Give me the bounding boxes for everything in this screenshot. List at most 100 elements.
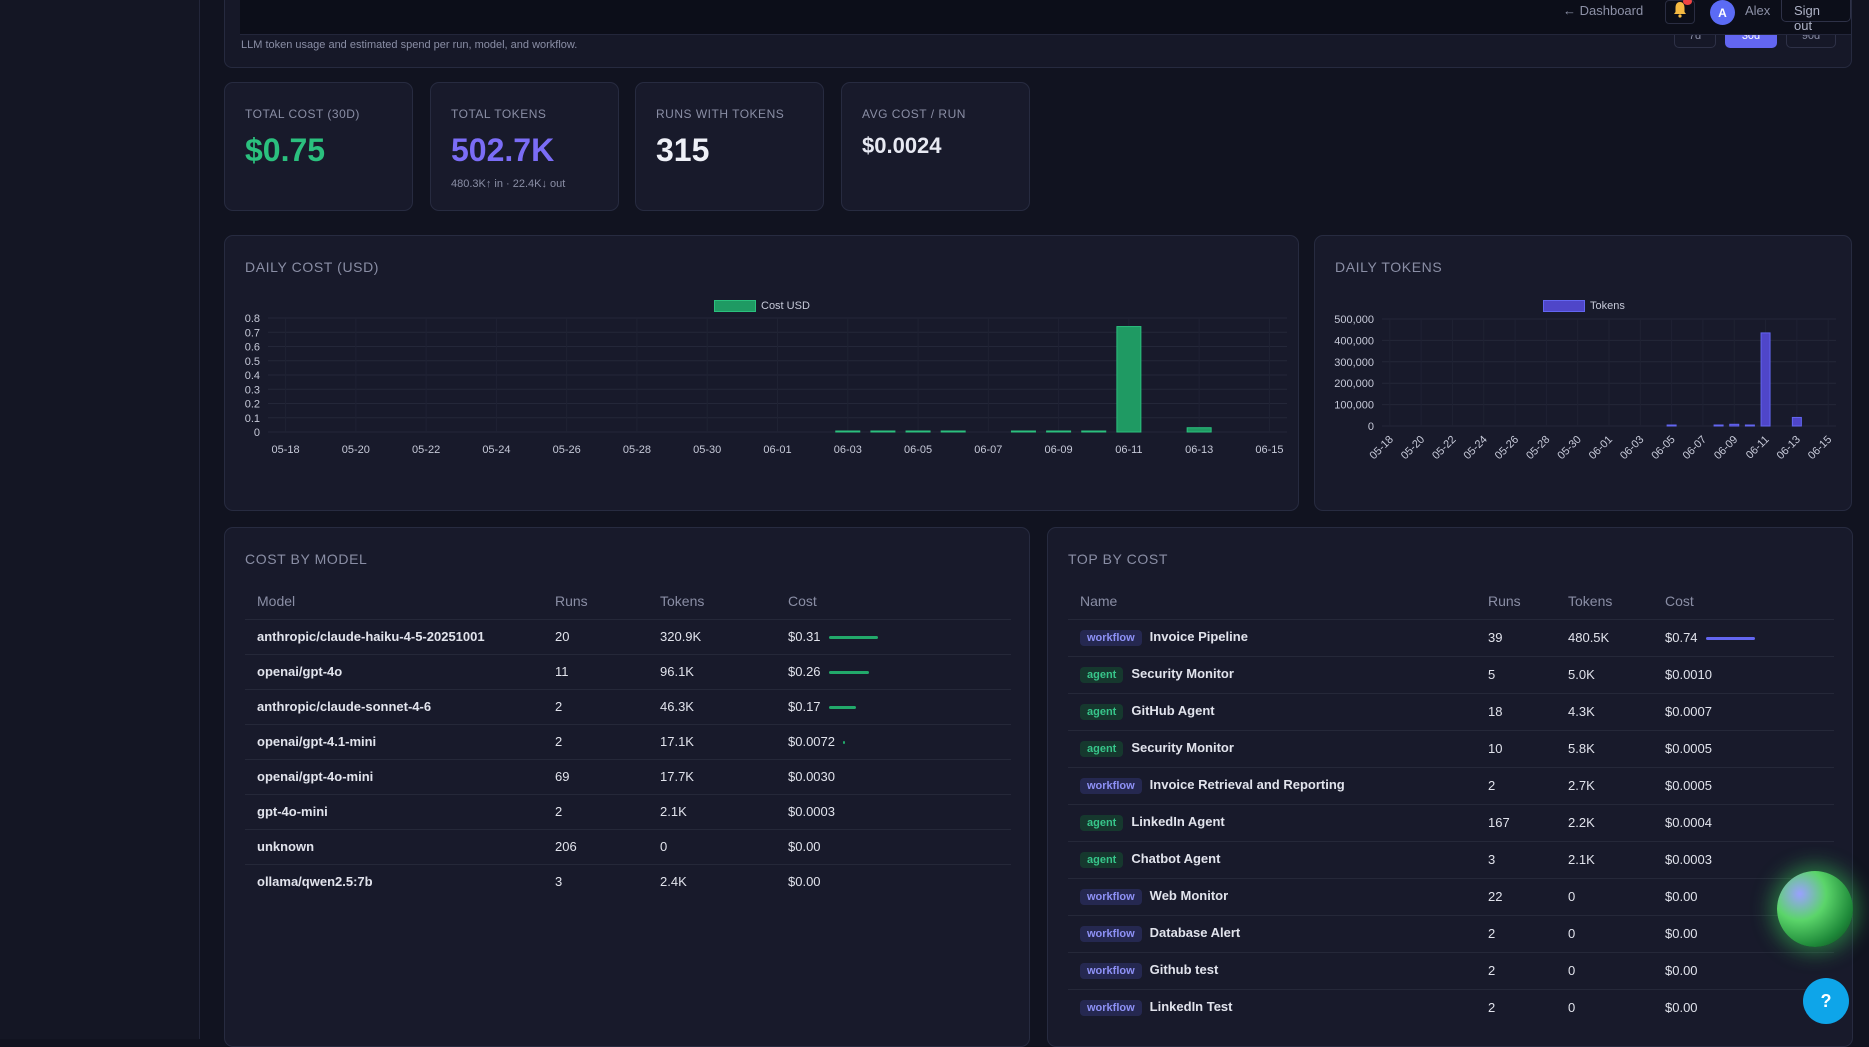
cost-value: $0.31 <box>788 629 821 644</box>
stat-label: TOTAL TOKENS <box>451 107 547 121</box>
table-row[interactable]: ollama/qwen2.5:7b 3 2.4K $0.00 <box>245 863 1011 899</box>
table-row[interactable]: anthropic/claude-haiku-4-5-20251001 20 320… <box>245 618 1011 654</box>
runs-cell: 2 <box>1488 766 1568 804</box>
table-row[interactable]: agent Security Monitor 5 5.0K $0.0010 <box>1068 655 1834 693</box>
runs-cell: 39 <box>1488 618 1568 656</box>
col-header-tokens[interactable]: Tokens <box>1568 593 1613 610</box>
model-name: gpt-4o-mini <box>245 793 555 829</box>
model-name: openai/gpt-4.1-mini <box>245 723 555 759</box>
x-tick-label: 05-20 <box>342 444 370 456</box>
cost-value: $0.00 <box>1665 963 1698 978</box>
table-row[interactable]: agent Security Monitor 10 5.8K $0.0005 <box>1068 729 1834 767</box>
name-cell: agent Chatbot Agent <box>1068 840 1488 878</box>
runs-cell: 2 <box>555 723 660 759</box>
cost-value: $0.00 <box>788 874 821 890</box>
cost-cell: $0.0004 <box>1665 803 1834 841</box>
assistant-orb[interactable] <box>1777 871 1853 947</box>
table-row[interactable]: openai/gpt-4o 11 96.1K $0.26 <box>245 653 1011 689</box>
name-cell: agent Security Monitor <box>1068 655 1488 693</box>
col-header-runs[interactable]: Runs <box>1488 593 1521 610</box>
col-header-cost[interactable]: Cost <box>1665 593 1694 610</box>
avatar[interactable]: A <box>1710 0 1735 25</box>
item-name[interactable]: Security Monitor <box>1131 666 1234 682</box>
table-row[interactable]: gpt-4o-mini 2 2.1K $0.0003 <box>245 793 1011 829</box>
table-row[interactable]: unknown 206 0 $0.00 <box>245 828 1011 864</box>
table-row[interactable]: workflow LinkedIn Test 2 0 $0.00 <box>1068 988 1834 1026</box>
cost-value: $0.17 <box>788 699 821 714</box>
table-row[interactable]: workflow Web Monitor 22 0 $0.00 <box>1068 877 1834 915</box>
table-row[interactable]: agent Chatbot Agent 3 2.1K $0.0003 <box>1068 840 1834 878</box>
name-cell: workflow Github test <box>1068 951 1488 989</box>
stat-subtext: 480.3K↑ in · 22.4K↓ out <box>451 178 566 190</box>
item-name[interactable]: Invoice Pipeline <box>1149 629 1248 645</box>
daily-tokens-panel: DAILY TOKENS Tokens 500,000 400,000 300,00… <box>1314 235 1852 511</box>
table-row[interactable]: workflow Invoice Retrieval and Reporting 2… <box>1068 766 1834 804</box>
item-name[interactable]: GitHub Agent <box>1131 703 1215 719</box>
help-button[interactable]: ? <box>1803 978 1849 1024</box>
tokens-cell: 0 <box>660 828 788 864</box>
table-row[interactable]: workflow Github test 2 0 $0.00 <box>1068 951 1834 989</box>
workflow-tag: workflow <box>1080 1000 1142 1017</box>
cost-cell: $0.0003 <box>788 793 1011 829</box>
cost-share-bar <box>828 671 870 675</box>
item-name[interactable]: Invoice Retrieval and Reporting <box>1149 777 1345 793</box>
cost-share-bar <box>828 636 878 640</box>
tokens-cell: 4.3K <box>1568 692 1665 730</box>
tokens-cell: 2.1K <box>660 793 788 829</box>
y-tick-label: 0.4 <box>245 370 260 382</box>
sidebar <box>0 0 200 1039</box>
stat-label: RUNS WITH TOKENS <box>656 107 785 121</box>
daily-cost-legend[interactable]: Cost USD <box>714 300 810 312</box>
y-tick-label: 0 <box>1368 421 1374 433</box>
col-header-runs[interactable]: Runs <box>555 593 588 610</box>
sign-out-button[interactable]: Sign out <box>1781 0 1851 33</box>
x-tick-label: 05-22 <box>412 444 440 456</box>
table-row[interactable]: agent LinkedIn Agent 167 2.2K $0.0004 <box>1068 803 1834 841</box>
x-tick-label: 05-26 <box>553 444 581 456</box>
tokens-cell: 46.3K <box>660 688 788 724</box>
bar-06-11 <box>1760 332 1771 427</box>
back-to-dashboard-link[interactable]: ← Dashboard <box>1563 3 1644 18</box>
item-name[interactable]: Web Monitor <box>1149 888 1229 904</box>
cost-value: $0.0010 <box>1665 667 1712 682</box>
table-row[interactable]: openai/gpt-4o-mini 69 17.7K $0.0030 <box>245 758 1011 794</box>
item-name[interactable]: Github test <box>1149 962 1219 978</box>
y-tick-label: 200,000 <box>1334 378 1374 390</box>
workflow-tag: workflow <box>1080 888 1142 905</box>
daily-tokens-legend[interactable]: Tokens <box>1543 300 1625 312</box>
runs-cell: 18 <box>1488 692 1568 730</box>
col-header-cost[interactable]: Cost <box>788 593 817 610</box>
table-row[interactable]: workflow Invoice Pipeline 39 480.5K $0.74 <box>1068 618 1834 656</box>
top-by-cost-table: Name Runs Tokens Cost workflow Invoice Pi… <box>1068 584 1834 1026</box>
x-tick-label: 05-30 <box>693 444 721 456</box>
col-header-tokens[interactable]: Tokens <box>660 593 705 610</box>
bar-06-05 <box>905 430 931 433</box>
model-name: unknown <box>245 828 555 864</box>
runs-cell: 167 <box>1488 803 1568 841</box>
item-name[interactable]: Chatbot Agent <box>1131 851 1221 867</box>
table-row[interactable]: agent GitHub Agent 18 4.3K $0.0007 <box>1068 692 1834 730</box>
x-tick-label: 06-15 <box>1806 434 1834 462</box>
bar-06-08 <box>1713 424 1724 427</box>
bar-06-05 <box>1666 424 1677 427</box>
col-header-model[interactable]: Model <box>257 593 296 610</box>
cost-value: $0.0003 <box>1665 852 1712 867</box>
user-name[interactable]: Alex <box>1745 3 1771 18</box>
item-name[interactable]: Security Monitor <box>1131 740 1234 756</box>
item-name[interactable]: LinkedIn Agent <box>1131 814 1225 830</box>
y-tick-label: 100,000 <box>1334 400 1374 412</box>
table-row[interactable]: anthropic/claude-sonnet-4-6 2 46.3K $0.17 <box>245 688 1011 724</box>
col-header-name[interactable]: Name <box>1080 593 1118 610</box>
item-name[interactable]: Database Alert <box>1149 925 1241 941</box>
table-row[interactable]: workflow Database Alert 2 0 $0.00 <box>1068 914 1834 952</box>
top-bar: ← Dashboard A Alex Sign out <box>240 0 1851 35</box>
stat-runs-with-tokens: RUNS WITH TOKENS 315 <box>635 82 824 211</box>
bar-06-13 <box>1186 427 1212 433</box>
tokens-cell: 17.7K <box>660 758 788 794</box>
cost-by-model-table: Model Runs Tokens Cost anthropic/claude-… <box>245 584 1011 899</box>
y-tick-label: 0.5 <box>245 356 260 368</box>
table-row[interactable]: openai/gpt-4.1-mini 2 17.1K $0.0072 <box>245 723 1011 759</box>
cost-share-bar <box>843 741 845 745</box>
notifications-button[interactable] <box>1665 0 1695 24</box>
item-name[interactable]: LinkedIn Test <box>1149 999 1233 1015</box>
